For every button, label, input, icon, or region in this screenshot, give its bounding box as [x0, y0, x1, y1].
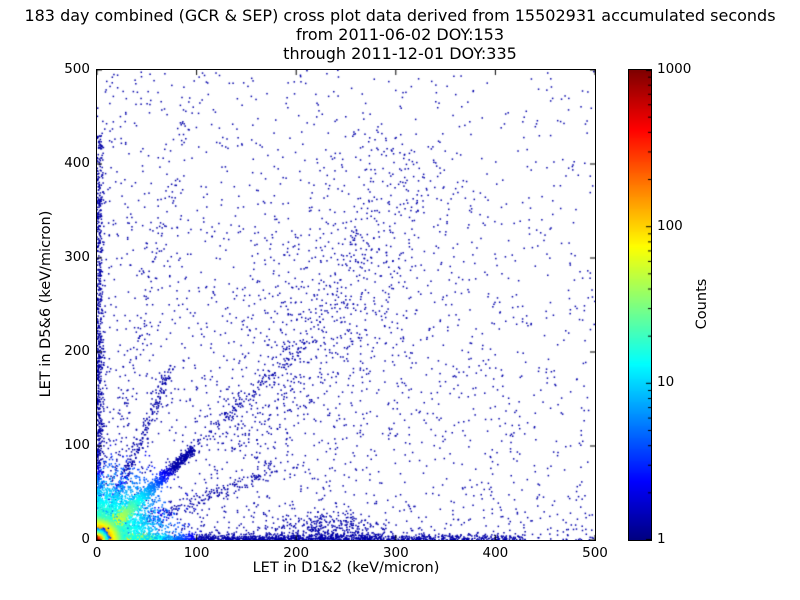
chart-subtitle-through: through 2011-12-01 DOY:335: [283, 44, 517, 63]
y-tick-label: 0: [81, 531, 90, 547]
colorbar-label: Counts: [694, 278, 710, 330]
x-tick-label: 500: [582, 545, 608, 561]
x-tick-label: 0: [92, 545, 102, 561]
y-tick-label: 400: [64, 155, 90, 171]
colorbar-tick-label: 1000: [657, 61, 692, 77]
x-tick-label: 400: [482, 545, 509, 561]
chart-title-block: 183 day combined (GCR & SEP) cross plot …: [0, 6, 800, 63]
colorbar: [628, 69, 652, 541]
colorbar-tick-label: 10: [657, 374, 675, 391]
scatter-canvas: [97, 70, 595, 540]
y-tick-label: 200: [64, 343, 90, 359]
x-tick-label: 200: [283, 545, 310, 561]
plot-area: [96, 69, 596, 541]
colorbar-tick-label: 1: [657, 531, 666, 547]
y-tick-label: 100: [64, 437, 90, 453]
chart-subtitle-from: from 2011-06-02 DOY:153: [295, 25, 504, 44]
colorbar-tick-label: 100: [657, 217, 683, 234]
x-tick-label: 300: [382, 545, 409, 561]
chart-title: 183 day combined (GCR & SEP) cross plot …: [24, 6, 776, 25]
y-axis-label: LET in D5&6 (keV/micron): [38, 210, 54, 398]
colorbar-canvas: [629, 70, 651, 540]
y-tick-label: 500: [64, 61, 90, 77]
x-axis-label: LET in D1&2 (keV/micron): [252, 560, 440, 576]
x-tick-label: 100: [183, 545, 210, 561]
y-tick-label: 300: [64, 249, 90, 265]
